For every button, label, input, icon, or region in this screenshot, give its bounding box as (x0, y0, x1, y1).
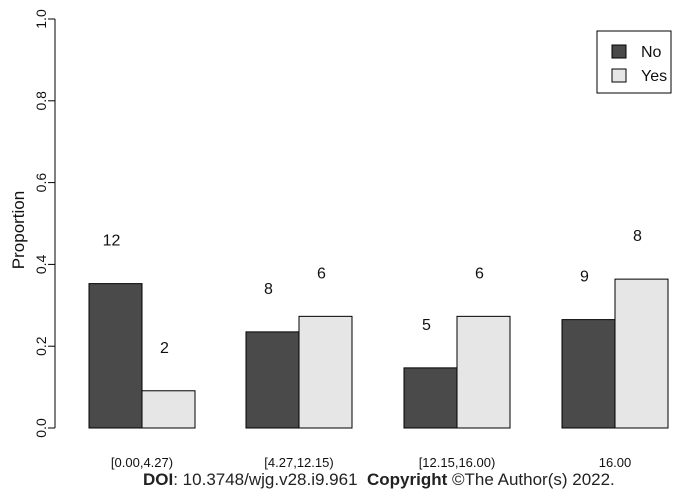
bar-yes (141, 390, 196, 429)
y-tick-label: 0.2 (33, 336, 49, 356)
legend-label-no: No (641, 44, 662, 61)
count-label: 6 (317, 265, 326, 282)
x-tick-label: [0.00,4.27) (111, 455, 173, 470)
count-label: 2 (160, 340, 169, 357)
x-tick-label: [4.27,12.15) (264, 455, 333, 470)
bar-yes (614, 278, 669, 429)
count-label: 8 (633, 228, 642, 245)
legend-label-yes: Yes (641, 68, 667, 85)
x-tick-label: 16.00 (599, 455, 632, 470)
doi-value: : 10.3748/wjg.v28.i9.961 (173, 470, 358, 489)
x-tick-label: [12.15,16.00) (419, 455, 496, 470)
y-tick-label: 0.6 (33, 173, 49, 193)
y-tick-label: 0.0 (33, 418, 49, 438)
x-tick-labels-group: [0.00,4.27) [4.27,12.15) [12.15,16.00) 16.0… (111, 455, 631, 470)
y-axis-label: Proportion (9, 191, 28, 269)
legend-swatch-yes (611, 68, 627, 83)
bar-yes (298, 315, 353, 429)
y-axis: 0.0 0.2 0.4 0.6 0.8 1.0 (33, 9, 56, 438)
count-label: 8 (264, 281, 273, 298)
footer: DOI: 10.3748/wjg.v28.i9.961 Copyright ©T… (143, 470, 615, 490)
bar-no (561, 319, 616, 429)
count-label: 6 (475, 265, 484, 282)
count-labels-group: 12 2 8 6 5 6 9 8 (103, 228, 642, 357)
bar-no (403, 367, 458, 429)
count-label: 5 (422, 317, 431, 334)
count-label: 9 (580, 269, 589, 286)
bar-no (245, 331, 300, 429)
copyright-value: ©The Author(s) 2022. (447, 470, 615, 489)
bars-group (88, 278, 669, 429)
legend-box (596, 30, 672, 94)
legend: No Yes (596, 30, 672, 94)
y-tick-label: 0.8 (33, 91, 49, 111)
y-tick-label: 0.4 (33, 254, 49, 274)
bar-yes (456, 315, 511, 429)
y-tick-label: 1.0 (33, 9, 49, 29)
bar-no (88, 283, 143, 429)
doi-label: DOI (143, 470, 174, 489)
count-label: 12 (103, 233, 121, 250)
copyright-label: Copyright (367, 470, 448, 489)
legend-swatch-no (611, 44, 627, 59)
